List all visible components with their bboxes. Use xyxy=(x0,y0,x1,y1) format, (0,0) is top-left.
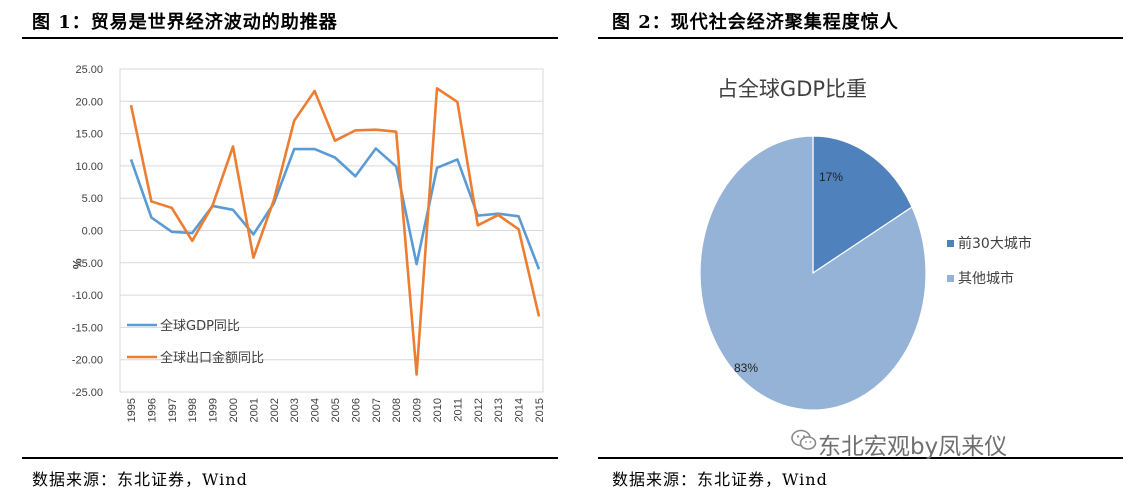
x-tick-label: 2005 xyxy=(330,398,342,422)
pie-slice-others xyxy=(699,135,927,411)
legend-label-gdp: 全球GDP同比 xyxy=(160,318,240,334)
x-tick-label: 1997 xyxy=(167,398,179,422)
x-tick-label: 1998 xyxy=(187,398,199,422)
figure-2-source: 数据来源：东北证券，Wind xyxy=(612,470,828,489)
y-tick-label: -5.00 xyxy=(78,258,103,270)
y-tick-label: -25.00 xyxy=(72,387,103,399)
x-tick-label: 2001 xyxy=(248,398,260,422)
watermark-text: 东北宏观by凤来仪 xyxy=(818,434,1008,460)
figure-2-panel: 图 2：现代社会经济聚集程度惊人 占全球GDP比重 17% 83% 前30大城市 其他城… xyxy=(598,0,1135,495)
x-tick-label: 2007 xyxy=(371,398,383,422)
y-tick-label: -10.00 xyxy=(72,290,103,302)
pie-data-label-top30: 17% xyxy=(819,170,843,184)
figure-1-top-rule xyxy=(22,37,558,39)
legend-swatch-top30 xyxy=(947,240,954,247)
x-tick-label: 2006 xyxy=(350,398,362,422)
legend-swatch-others xyxy=(947,275,954,282)
y-tick-label: 0.00 xyxy=(82,226,103,238)
x-tick-label: 2011 xyxy=(452,398,464,422)
x-tick-label: 2003 xyxy=(289,398,301,422)
legend-label-exports: 全球出口金额同比 xyxy=(160,350,264,366)
x-tick-label: 2013 xyxy=(493,398,505,422)
figure-1-title: 图 1：贸易是世界经济波动的助推器 xyxy=(32,12,338,33)
legend-label-top30: 前30大城市 xyxy=(958,235,1032,252)
pie-slice-top30 xyxy=(812,135,913,275)
x-tick-label: 2014 xyxy=(514,398,526,422)
figure-2-title: 图 2：现代社会经济聚集程度惊人 xyxy=(612,12,899,33)
y-tick-label: 5.00 xyxy=(82,193,103,205)
x-tick-label: 2000 xyxy=(228,398,240,422)
y-tick-label: 10.00 xyxy=(75,161,103,173)
y-tick-label: -20.00 xyxy=(72,355,103,367)
figure-1-source: 数据来源：东北证券，Wind xyxy=(32,470,248,489)
x-tick-label: 1996 xyxy=(146,398,158,422)
x-tick-label: 2015 xyxy=(534,398,546,422)
pie-data-label-others: 83% xyxy=(734,361,758,375)
x-tick-label: 2010 xyxy=(432,398,444,422)
y-axis-label: % xyxy=(70,258,84,269)
figure-1-panel: 图 1：贸易是世界经济波动的助推器 25.00 20.00 15.00 10.00 5.… xyxy=(0,0,560,495)
y-tick-label: 20.00 xyxy=(75,96,103,108)
legend-label-others: 其他城市 xyxy=(958,270,1014,287)
trade-gdp-line-chart: 25.00 20.00 15.00 10.00 5.00 0.00 -5.00 -10.00 -… xyxy=(70,64,546,422)
x-tick-label: 2004 xyxy=(310,398,322,422)
wechat-icon xyxy=(791,429,817,450)
figure-2-bottom-rule xyxy=(598,457,1123,459)
figure-2-top-rule xyxy=(598,37,1123,39)
x-tick-label: 2012 xyxy=(473,398,485,422)
x-tick-label: 1999 xyxy=(208,398,220,422)
x-tick-label: 2008 xyxy=(391,398,403,422)
y-tick-label: 15.00 xyxy=(75,129,103,141)
y-tick-label: -15.00 xyxy=(72,322,103,334)
x-tick-label: 2009 xyxy=(412,398,424,422)
pie-title: 占全球GDP比重 xyxy=(717,77,867,101)
figure-1-bottom-rule xyxy=(22,457,558,459)
y-tick-label: 25.00 xyxy=(75,64,103,76)
x-tick-label: 2002 xyxy=(269,398,281,422)
series-line-gdp xyxy=(129,147,541,270)
x-tick-label: 1995 xyxy=(126,398,138,422)
